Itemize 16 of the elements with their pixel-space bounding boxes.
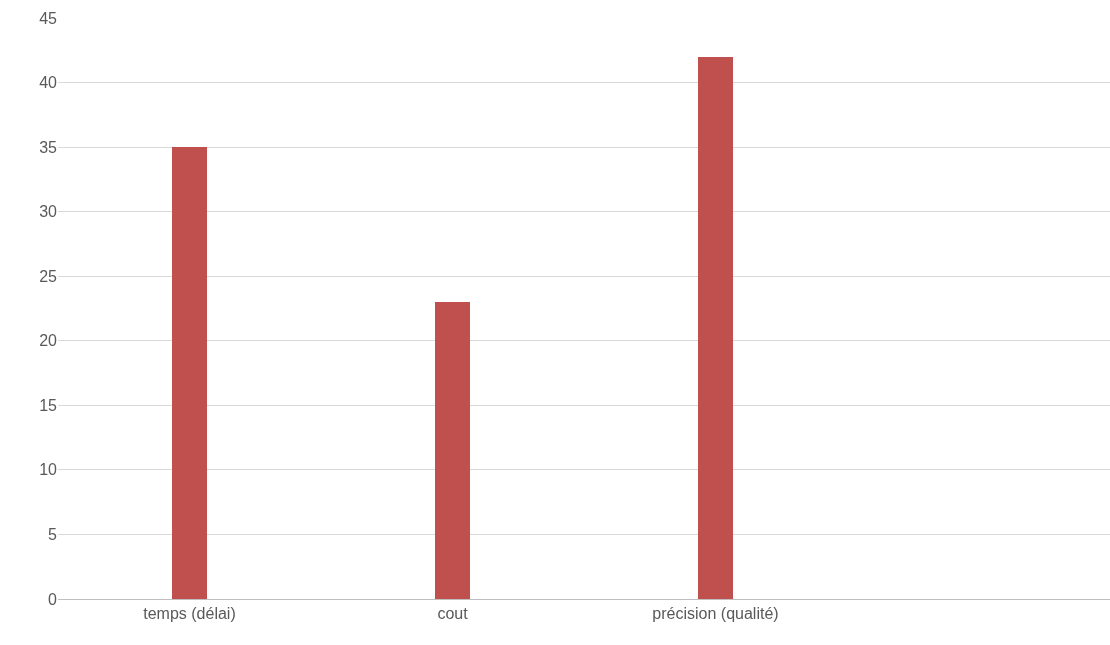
x-tick-label: cout xyxy=(437,605,469,623)
y-tick-label: 5 xyxy=(48,526,58,544)
bar xyxy=(698,57,733,599)
x-tick-label: temps (délai) xyxy=(143,605,236,623)
bar xyxy=(172,147,207,599)
bar xyxy=(435,302,470,599)
y-tick-label: 35 xyxy=(39,138,58,156)
y-tick-label: 45 xyxy=(39,9,58,27)
y-tick-label: 10 xyxy=(39,461,58,479)
y-tick-label: 25 xyxy=(39,267,58,285)
y-tick-label: 0 xyxy=(48,590,58,608)
y-tick-label: 40 xyxy=(39,74,58,92)
y-tick-label: 30 xyxy=(39,203,58,221)
x-tick-label: précision (qualité) xyxy=(652,605,779,623)
y-tick-label: 20 xyxy=(39,332,58,350)
y-tick-label: 15 xyxy=(39,396,58,414)
